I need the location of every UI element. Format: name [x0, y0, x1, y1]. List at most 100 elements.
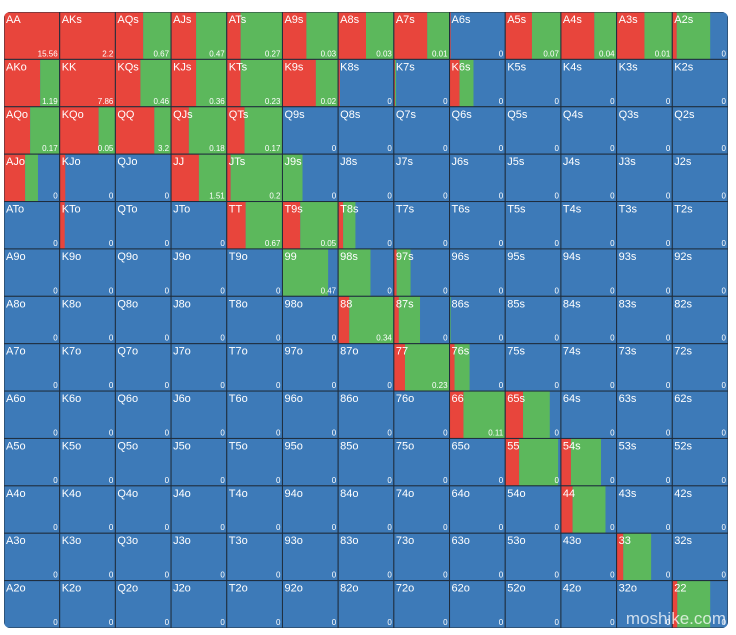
hand-cell: K9o 0 [59, 248, 116, 297]
cell-bg [393, 438, 450, 486]
green-segment [240, 12, 283, 60]
cell-bg [282, 533, 339, 581]
hand-cell: T6s 0 [449, 201, 506, 250]
hand-label: 55 [507, 440, 519, 452]
cell-bg [560, 201, 617, 249]
cell-bg [505, 106, 561, 155]
hand-value: 0 [443, 523, 448, 532]
hand-cell: 63s 0 [616, 390, 673, 439]
hand-label: 63o [452, 535, 470, 547]
hand-value: 0 [332, 192, 337, 201]
green-segment [282, 248, 329, 297]
hand-cell: 53o 0 [504, 532, 562, 582]
green-segment [404, 343, 450, 392]
hand-value: 0 [387, 97, 392, 106]
green-segment [30, 106, 60, 155]
hand-label: 75o [396, 440, 414, 452]
red-segment [115, 12, 144, 60]
hand-cell: T8o 0 [226, 295, 283, 345]
cell-bg [672, 438, 728, 486]
hand-cell: A2o 0 [4, 580, 61, 628]
hand-label: Q8s [340, 109, 361, 121]
hand-label: Q9s [284, 109, 305, 121]
hand-cell: 54o 0 [504, 485, 562, 534]
hand-value: 0 [53, 618, 58, 627]
hand-value: 0 [499, 49, 504, 58]
hand-cell: A9s 0.03 [281, 12, 339, 60]
hand-value: 0 [554, 144, 559, 153]
hand-label: QTo [117, 204, 137, 216]
red-segment [282, 59, 316, 107]
hand-label: 92o [284, 583, 302, 595]
cell-bg [672, 59, 728, 107]
hand-value: 0 [387, 571, 392, 580]
hand-value: 0 [165, 618, 170, 627]
hand-label: 93s [619, 251, 637, 263]
green-segment [240, 59, 283, 107]
cell-bg [338, 391, 394, 439]
hand-label: Q7o [117, 346, 138, 358]
hand-label: K6s [452, 61, 471, 73]
hand-label: 83s [619, 298, 637, 310]
hand-label: 72s [674, 346, 692, 358]
hand-value: 0 [499, 192, 504, 201]
hand-label: Q3o [117, 535, 138, 547]
cell-bg [560, 533, 617, 581]
hand-cell: Q2s 0 [671, 106, 728, 155]
hand-value: 0.27 [265, 49, 281, 58]
hand-label: 54o [507, 488, 525, 500]
hand-value: 0 [666, 286, 671, 295]
hand-cell: ATo 0 [4, 201, 61, 250]
hand-cell: J3s 0 [616, 153, 673, 203]
hand-label: K8o [62, 298, 82, 310]
hand-cell: 770.23 [393, 343, 451, 392]
cell-bg [59, 296, 116, 344]
hand-label: J5s [507, 156, 525, 168]
hand-cell: Q3o 0 [114, 532, 172, 582]
cell-bg [59, 201, 116, 249]
hand-value: 0 [220, 381, 225, 390]
hand-cell: 52s 0 [671, 437, 728, 487]
green-segment [454, 343, 470, 392]
hand-value: 0 [554, 239, 559, 248]
hand-value: 0 [332, 381, 337, 390]
hand-value: 0 [554, 97, 559, 106]
cell-bg [338, 59, 394, 107]
hand-value: 0 [332, 144, 337, 153]
hand-value: 0 [276, 571, 281, 580]
red-segment [338, 201, 344, 249]
hand-cell: A3s 0.01 [616, 12, 673, 60]
hand-value: 0 [499, 571, 504, 580]
hand-cell: A8s 0.03 [337, 12, 395, 60]
hand-cell: 76s 0 [449, 343, 506, 392]
hand-label: QJo [117, 156, 137, 168]
red-segment [59, 59, 116, 107]
hand-label: A9o [6, 251, 26, 263]
hand-label: 92s [674, 251, 692, 263]
hand-value: 0 [332, 334, 337, 343]
hand-label: A7o [6, 346, 26, 358]
hand-label: 97s [396, 251, 414, 263]
cell-bg [4, 391, 60, 439]
cell-bg [505, 533, 561, 581]
cell-bg [171, 580, 227, 628]
cell-bg [616, 154, 673, 202]
hand-value: 0 [610, 192, 615, 201]
green-segment [25, 154, 38, 202]
hand-label: ATs [229, 14, 247, 26]
green-segment [40, 59, 60, 107]
hand-value: 0 [53, 428, 58, 437]
hand-label: K9o [62, 251, 82, 263]
hand-label: 75s [507, 346, 525, 358]
hand-value: 0 [443, 239, 448, 248]
cell-bg [393, 201, 450, 249]
cell-bg [226, 485, 283, 534]
hand-label: J6s [452, 156, 470, 168]
hand-cell: J5s 0 [504, 153, 562, 203]
hand-label: A2s [674, 14, 693, 26]
hand-label: 95s [507, 251, 525, 263]
hand-value: 0 [220, 239, 225, 248]
red-segment [505, 12, 532, 60]
hand-cell: 94o 0 [281, 485, 339, 534]
hand-cell: 65s 0 [504, 390, 562, 439]
